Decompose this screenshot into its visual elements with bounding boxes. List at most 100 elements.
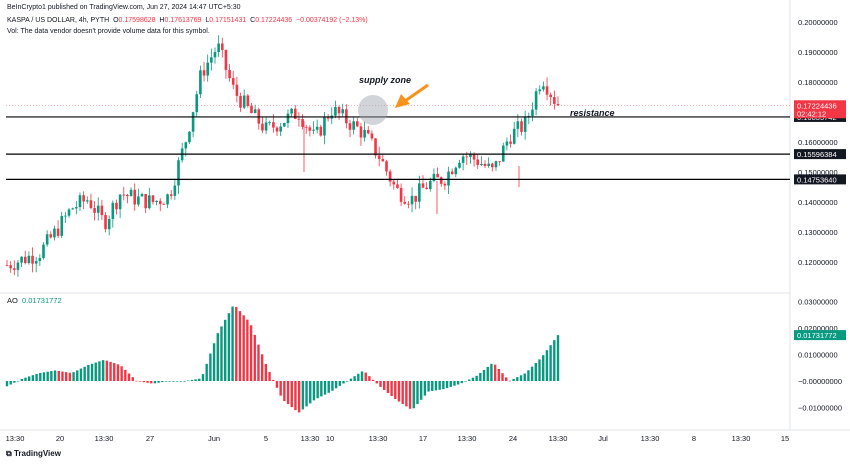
candle-body [520, 121, 523, 132]
candle-body [337, 106, 341, 114]
candle-body [275, 127, 279, 132]
ao-bar [113, 363, 116, 381]
ao-bar [549, 345, 552, 381]
time-tick-label: 24 [509, 434, 517, 443]
candle-body [64, 215, 67, 217]
ao-bar [249, 325, 253, 381]
candle-body [177, 160, 180, 186]
ao-bar [353, 376, 356, 381]
ao-bar [179, 381, 183, 382]
ao-bar [198, 378, 201, 381]
ao-bar [31, 375, 35, 381]
candle-body [126, 195, 129, 197]
supply-zone-label: supply zone [359, 75, 411, 85]
ao-bar [72, 372, 75, 381]
candle-body [250, 105, 253, 114]
ao-bar [135, 380, 138, 382]
candle-body [356, 121, 359, 127]
ao-bar [157, 381, 160, 383]
symbol-name: KASPA / US DOLLAR, 4h, PYTH [7, 17, 110, 24]
ao-bar [268, 372, 271, 381]
price-tick-label: 0.18000000 [798, 78, 838, 87]
ao-bar [501, 373, 504, 381]
candle-body [425, 187, 428, 190]
arrow-head-icon [395, 94, 410, 108]
ao-bar [142, 381, 146, 383]
ao-tick-label: −0.00000000 [798, 377, 842, 386]
last-price-label: 0.17224436 [797, 101, 837, 110]
ao-bar [309, 381, 312, 404]
ao-bar [138, 381, 142, 382]
candle-body [363, 130, 366, 138]
level-label: 0.15596384 [797, 150, 837, 159]
ao-bar [471, 377, 475, 381]
ao-bar [231, 306, 234, 381]
ao-bar [401, 381, 404, 404]
candle-body [129, 189, 133, 197]
brand-text: TradingView [13, 449, 61, 458]
tradingview-logo-icon: ⧉ [6, 449, 12, 458]
candle-body [553, 97, 556, 104]
ao-bar [523, 373, 526, 381]
ao-bar [168, 381, 171, 382]
ao-bar [257, 344, 260, 381]
candle-body [78, 195, 82, 208]
ao-bar [371, 379, 375, 381]
candle-body [151, 195, 155, 203]
candle-body [188, 131, 191, 143]
candle-body [512, 128, 516, 144]
ao-bar [519, 375, 523, 381]
candle-body [436, 173, 439, 178]
last-price-box [794, 100, 846, 119]
ao-bar [187, 380, 190, 382]
candle-body [374, 138, 377, 156]
candle-body [42, 244, 45, 259]
candle-body [148, 195, 151, 209]
ao-bar [24, 377, 27, 381]
ao-bar [527, 370, 530, 381]
candle-body [122, 194, 126, 196]
candle-body [290, 108, 293, 114]
ao-bar [264, 363, 268, 381]
candle-body [534, 91, 538, 110]
ao-bar [42, 372, 46, 381]
supply-zone-circle [358, 95, 388, 125]
ao-bar [212, 343, 216, 381]
candle-body [206, 62, 209, 76]
candle-body [465, 156, 469, 158]
candle-body [293, 108, 297, 119]
candle-body [118, 194, 122, 210]
ao-bar [438, 381, 441, 390]
ao-bar [68, 372, 72, 381]
candle-body [516, 121, 520, 129]
ao-bar [57, 370, 60, 381]
ao-bar [375, 381, 378, 384]
ao-bar [297, 381, 301, 413]
price-tick-label: 0.15000000 [798, 168, 838, 177]
close-label: C [250, 17, 256, 24]
low-label: L [205, 17, 210, 24]
ao-bar [490, 363, 493, 381]
candle-body [93, 208, 96, 213]
ao-bar [449, 381, 452, 387]
candle-body [487, 163, 490, 167]
publish-credit: BeInCrypto1 published on TradingView.com… [7, 4, 241, 11]
ao-last-label: 0.01731772 [797, 331, 837, 340]
candle-body [246, 95, 250, 106]
ao-bar [20, 379, 23, 381]
candle-body [184, 142, 188, 149]
low-value: 0.17151431 [209, 17, 247, 24]
level-label-box [794, 174, 846, 185]
ao-bar [553, 340, 556, 381]
ao-bar [294, 381, 297, 411]
ao-bar [13, 381, 16, 383]
candle-body [476, 159, 480, 165]
ao-bar [482, 369, 486, 381]
price-tick-label: 0.20000000 [798, 18, 838, 27]
candle-body [162, 204, 166, 205]
candle-body [399, 187, 403, 202]
price-tick-label: 0.16000000 [798, 138, 838, 147]
candle-body [494, 161, 498, 168]
ao-bar [468, 379, 471, 381]
